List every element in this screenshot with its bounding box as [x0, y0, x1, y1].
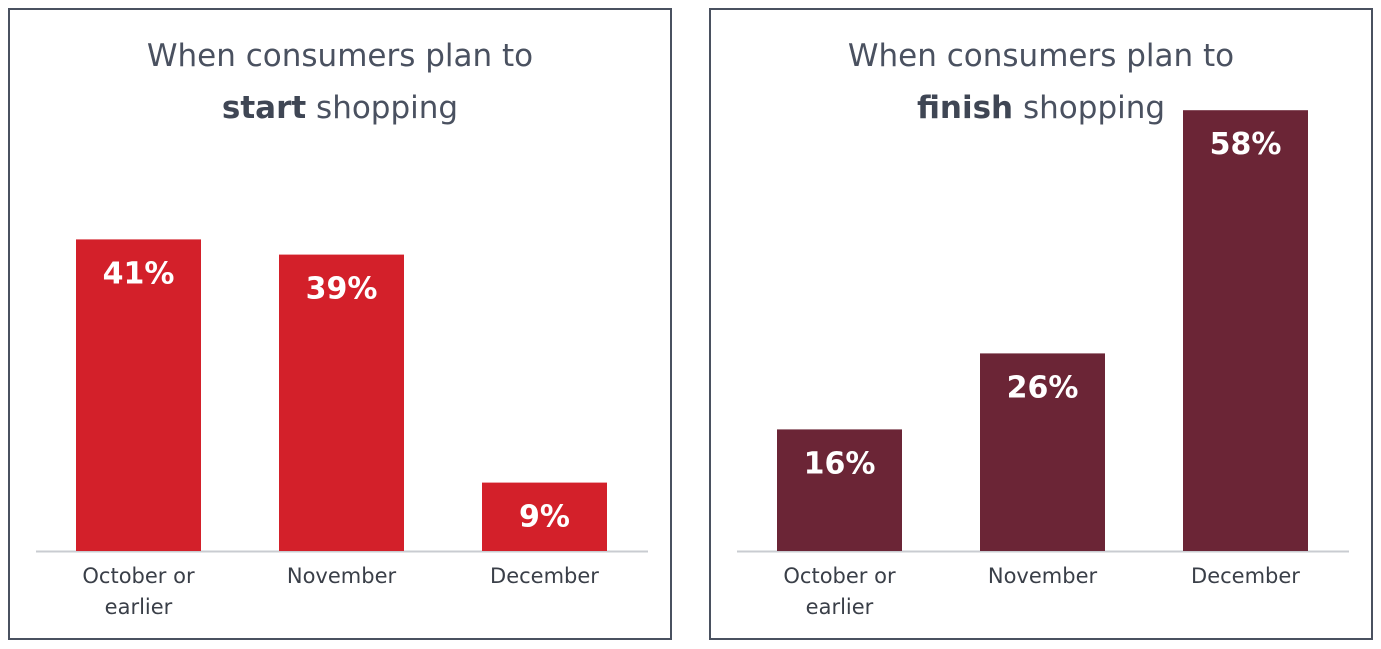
chart-panel-finish: When consumers plan to finish shopping 1…	[709, 8, 1373, 640]
bar-chart-finish: 16% October or earlier 26% November 58% Decemb…	[737, 110, 1349, 619]
chart-title-rest: shopping	[1023, 90, 1166, 126]
bar	[777, 429, 902, 551]
bar-value-label: 41%	[103, 256, 175, 291]
bar	[279, 254, 404, 551]
bar-value-label: 39%	[306, 272, 378, 307]
bar-value-label: 16%	[804, 446, 876, 481]
chart-title-line1: When consumers plan to	[146, 38, 534, 74]
chart-title-emphasis: start	[221, 90, 307, 126]
chart-title-rest: shopping	[316, 90, 459, 126]
chart-title-emphasis: finish	[916, 90, 1014, 126]
bar	[980, 353, 1105, 551]
category-label: December	[490, 564, 599, 588]
chart-title: When consumers plan to finish shopping	[711, 30, 1371, 134]
chart-title-line1: When consumers plan to	[847, 38, 1235, 74]
category-label: December	[1191, 564, 1300, 588]
category-label: October or	[783, 564, 896, 588]
bar	[76, 239, 201, 551]
category-label: November	[988, 564, 1098, 588]
category-label: earlier	[806, 595, 874, 619]
chart-title-line2: start shopping	[10, 82, 670, 134]
bar	[1183, 110, 1308, 551]
bar-value-label: 26%	[1007, 370, 1079, 405]
bar-value-label: 58%	[1210, 127, 1282, 162]
chart-title: When consumers plan to start shopping	[10, 30, 670, 134]
bar-chart-start: 41% October or earlier 39% November 9% Decembe…	[36, 239, 648, 619]
bar	[482, 482, 607, 551]
category-label: earlier	[105, 595, 173, 619]
category-label: November	[287, 564, 397, 588]
bar-value-label: 9%	[519, 500, 570, 535]
category-label: October or	[82, 564, 195, 588]
chart-title-line2: finish shopping	[711, 82, 1371, 134]
chart-panel-start: When consumers plan to start shopping 41…	[8, 8, 672, 640]
